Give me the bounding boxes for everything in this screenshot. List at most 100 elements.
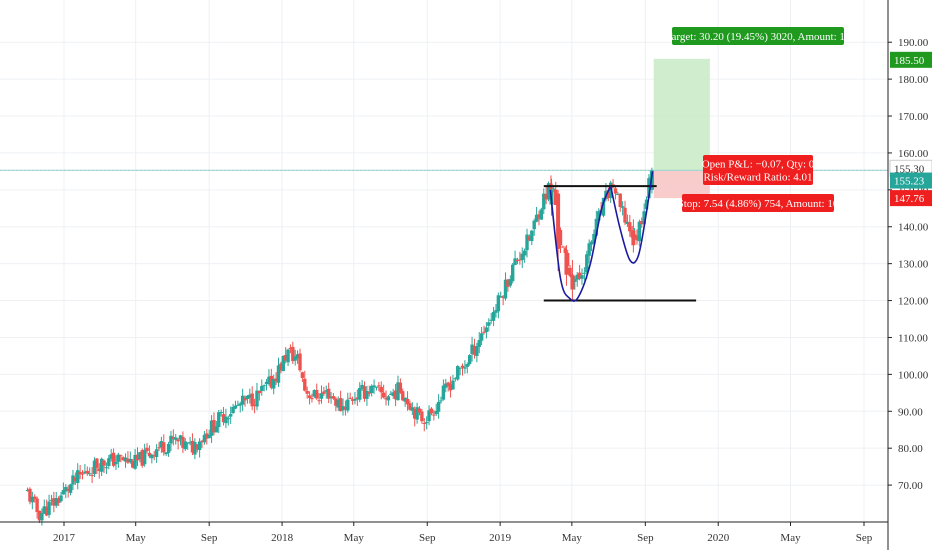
- candle-body: [585, 254, 589, 273]
- candle-body: [577, 272, 582, 279]
- candle-body: [42, 506, 46, 514]
- candle-body: [121, 457, 125, 461]
- candle-body: [597, 211, 601, 221]
- labels[interactable]: Target: 30.20 (19.45%) 3020, Amount: 10 O…: [666, 27, 932, 212]
- y-tick-label: 140.00: [898, 222, 929, 234]
- candle-body: [427, 410, 431, 422]
- candle-body: [73, 477, 78, 482]
- candle-body: [64, 487, 68, 492]
- position-zones[interactable]: [0, 58, 888, 199]
- candle-body: [272, 378, 276, 389]
- candle-body: [522, 250, 527, 256]
- candle-body: [92, 460, 97, 475]
- candle-body: [515, 260, 520, 262]
- candle-body: [358, 387, 362, 400]
- candle-body: [415, 407, 419, 420]
- candle-body: [539, 209, 544, 220]
- candle-body: [212, 420, 216, 433]
- candle-body: [487, 322, 491, 326]
- loss-zone[interactable]: [653, 170, 710, 199]
- candle-body: [456, 365, 460, 380]
- pnl-label-text: Open P&L: −0.07, Qty: 0: [702, 159, 815, 171]
- candle-body: [76, 470, 80, 484]
- price-badge-text: 185.50: [894, 55, 925, 67]
- price-badge-target[interactable]: 185.50: [890, 51, 932, 68]
- candle-body: [140, 450, 144, 466]
- candle-body: [355, 397, 360, 400]
- candle-body: [470, 344, 474, 355]
- price-badge-stop[interactable]: 147.76: [890, 190, 932, 207]
- profit-zone[interactable]: [653, 58, 710, 171]
- pnl-label-bg: [703, 155, 813, 185]
- candle-body: [623, 207, 627, 223]
- candle-body: [300, 372, 305, 378]
- price-badge-entry[interactable]: 155.30: [889, 159, 932, 177]
- candle-body: [307, 395, 312, 398]
- target-label[interactable]: Target: 30.20 (19.45%) 3020, Amount: 10: [666, 27, 851, 45]
- candle-body: [338, 398, 343, 412]
- candle-body: [183, 441, 187, 450]
- candle-body: [128, 458, 133, 463]
- candle-body: [240, 395, 245, 405]
- candle-body: [329, 396, 333, 398]
- candle-body: [506, 279, 510, 287]
- candle-body: [138, 452, 142, 460]
- candle-body: [80, 473, 85, 475]
- price-badge-bg: [890, 51, 932, 68]
- candle-body: [386, 396, 391, 401]
- candle-body: [200, 440, 204, 442]
- candle-body: [439, 400, 443, 402]
- candle-body: [119, 455, 123, 457]
- candle-body: [343, 406, 348, 410]
- stop-label-bg: [682, 194, 834, 212]
- candle-body: [224, 416, 228, 424]
- candle-body: [582, 272, 587, 274]
- candle-body: [554, 189, 558, 205]
- x-tick-label: 2017: [53, 532, 76, 544]
- candle-body: [116, 454, 121, 462]
- target-label-bg: [672, 27, 844, 45]
- candle-body: [563, 248, 567, 254]
- candle-body: [551, 188, 556, 190]
- x-tick-label: May: [780, 532, 801, 544]
- price-badge-text: 155.30: [894, 163, 925, 175]
- candle-body: [631, 230, 636, 246]
- candle-body: [250, 393, 254, 407]
- x-tick-label: Sep: [201, 532, 218, 544]
- y-tick-label: 160.00: [898, 148, 929, 160]
- candle-body: [331, 396, 336, 399]
- candle-body: [190, 440, 195, 453]
- candle-body: [145, 447, 149, 452]
- candle-body: [267, 376, 271, 384]
- candle-body: [513, 258, 517, 265]
- candle-body: [417, 408, 422, 413]
- candle-body: [606, 190, 610, 199]
- candle-body: [236, 404, 240, 406]
- candle-body: [503, 279, 508, 299]
- stop-label[interactable]: Stop: 7.54 (4.86%) 754, Amount: 10: [678, 194, 839, 212]
- price-badge-last[interactable]: 155.23: [890, 172, 932, 189]
- candle-body: [178, 435, 183, 440]
- candle-body: [520, 253, 524, 261]
- candle-body: [379, 386, 383, 393]
- candle-body: [642, 211, 646, 225]
- candle-body: [97, 468, 101, 472]
- cup-curve-2[interactable]: [609, 171, 654, 264]
- candle-body: [561, 246, 565, 248]
- candle-body: [496, 295, 501, 312]
- drawings[interactable]: [543, 171, 697, 302]
- candle-body: [135, 454, 140, 461]
- candle-body: [185, 442, 190, 444]
- candle-body: [95, 458, 99, 468]
- candle-body: [377, 385, 381, 387]
- candle-body: [154, 449, 159, 458]
- candle-body: [644, 199, 649, 210]
- candle-body: [66, 488, 70, 491]
- cup-curve-1[interactable]: [549, 185, 612, 302]
- candle-body: [324, 390, 328, 392]
- candle-body: [193, 442, 197, 455]
